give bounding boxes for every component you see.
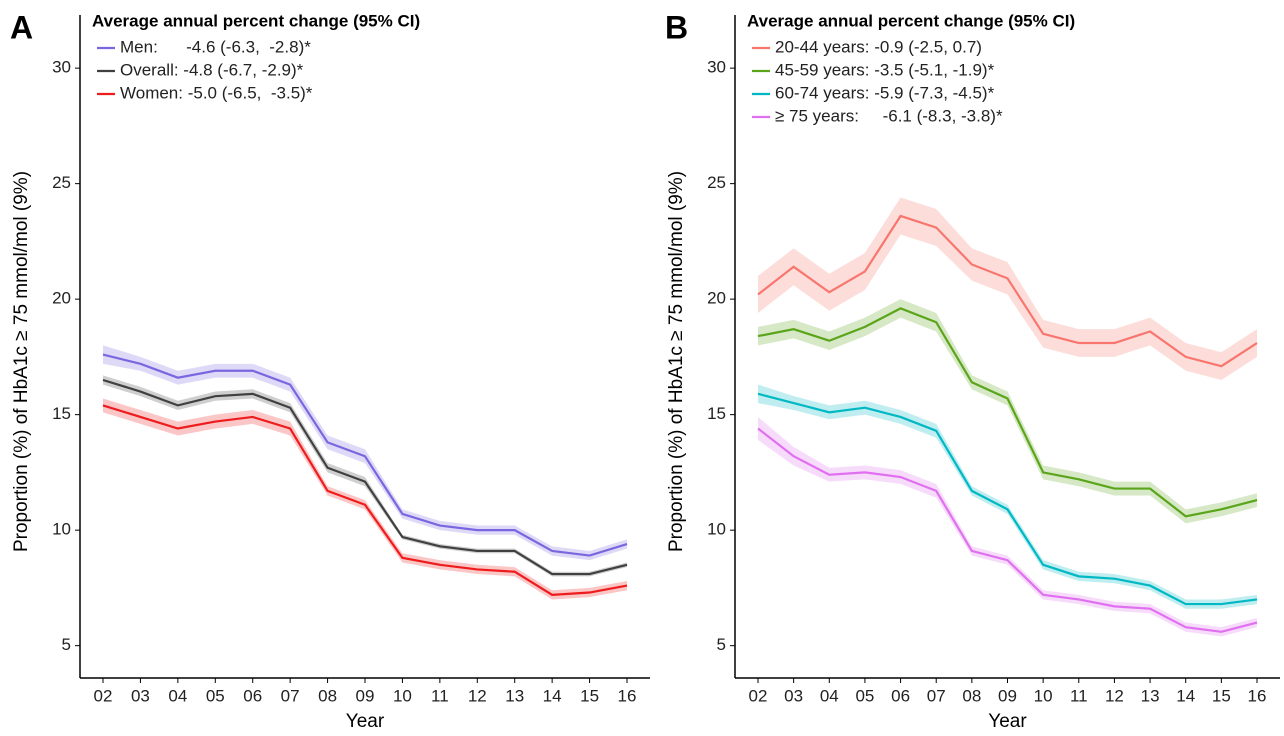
y-tick-label: 15 <box>707 404 726 423</box>
series-line <box>757 427 1258 633</box>
x-tick-label: 08 <box>962 686 981 705</box>
y-tick-label: 5 <box>62 635 71 654</box>
y-tick-label: 30 <box>707 58 726 77</box>
legend-label: Overall: -4.8 (-6.7, -2.9)* <box>120 60 304 79</box>
legend-label: 45-59 years: -3.5 (-5.1, -1.9)* <box>775 60 995 79</box>
x-tick-label: 07 <box>281 686 300 705</box>
series-line <box>102 404 628 596</box>
x-tick-label: 13 <box>505 686 524 705</box>
y-tick-label: 5 <box>717 635 726 654</box>
ci-band <box>103 345 627 561</box>
x-tick-label: 10 <box>393 686 412 705</box>
legend-label: ≥ 75 years: -6.1 (-8.3, -3.8)* <box>775 106 1003 125</box>
ci-band <box>758 384 1257 609</box>
x-tick-label: 12 <box>468 686 487 705</box>
x-tick-label: 02 <box>749 686 768 705</box>
y-tick-label: 20 <box>707 289 726 308</box>
x-tick-label: 03 <box>784 686 803 705</box>
x-tick-label: 09 <box>998 686 1017 705</box>
x-tick-label: 14 <box>1176 686 1195 705</box>
x-tick-label: 05 <box>206 686 225 705</box>
x-tick-label: 10 <box>1034 686 1053 705</box>
y-tick-label: 30 <box>52 58 71 77</box>
series-line <box>102 378 628 576</box>
legend-label: 60-74 years: -5.9 (-7.3, -4.5)* <box>775 83 995 102</box>
x-tick-label: 16 <box>1248 686 1267 705</box>
x-tick-label: 05 <box>855 686 874 705</box>
x-tick-label: 16 <box>618 686 637 705</box>
legend-label: Women: -5.0 (-6.5, -3.5)* <box>120 83 313 102</box>
x-tick-label: 11 <box>431 686 449 705</box>
x-axis-title: Year <box>988 711 1027 732</box>
x-axis-title: Year <box>346 711 385 732</box>
y-tick-label: 20 <box>52 289 71 308</box>
x-tick-label: 08 <box>318 686 337 705</box>
series-line <box>757 214 1258 368</box>
legend-label: 20-44 years: -0.9 (-2.5, 0.7) <box>775 37 982 56</box>
series-line <box>102 353 628 557</box>
y-tick-label: 10 <box>52 520 71 539</box>
panel-label: B <box>665 9 688 45</box>
x-tick-label: 12 <box>1105 686 1124 705</box>
x-tick-label: 15 <box>580 686 599 705</box>
ci-band <box>103 398 627 600</box>
x-tick-label: 15 <box>1212 686 1231 705</box>
x-tick-label: 06 <box>243 686 262 705</box>
ci-band <box>103 375 627 577</box>
y-axis-title: Proportion (%) of HbA1c ≥ 75 mmol/mol (9… <box>666 171 687 552</box>
ci-band <box>758 197 1257 380</box>
legend-label: Men: -4.6 (-6.3, -2.8)* <box>120 37 311 56</box>
ci-band <box>758 416 1257 637</box>
series-line <box>757 392 1258 606</box>
y-tick-label: 15 <box>52 404 71 423</box>
x-tick-label: 14 <box>543 686 562 705</box>
y-tick-label: 25 <box>52 173 71 192</box>
x-tick-label: 06 <box>891 686 910 705</box>
panel-label: A <box>10 9 33 45</box>
y-tick-label: 25 <box>707 173 726 192</box>
x-tick-label: 04 <box>168 686 187 705</box>
series-line <box>757 307 1258 518</box>
x-tick-label: 02 <box>94 686 113 705</box>
y-axis-title: Proportion (%) of HbA1c ≥ 75 mmol/mol (9… <box>11 171 32 552</box>
x-tick-label: 11 <box>1070 686 1088 705</box>
x-tick-label: 09 <box>356 686 375 705</box>
x-tick-label: 03 <box>131 686 150 705</box>
x-tick-label: 04 <box>820 686 839 705</box>
x-tick-label: 07 <box>927 686 946 705</box>
legend-title: Average annual percent change (95% CI) <box>747 11 1075 30</box>
legend-title: Average annual percent change (95% CI) <box>92 11 420 30</box>
y-tick-label: 10 <box>707 520 726 539</box>
x-tick-label: 13 <box>1141 686 1160 705</box>
